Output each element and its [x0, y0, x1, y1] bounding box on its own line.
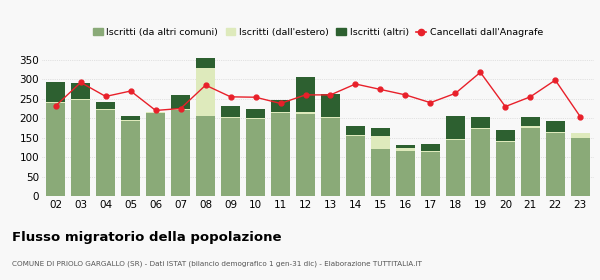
Legend: Iscritti (da altri comuni), Iscritti (dall'estero), Iscritti (altri), Cancellati: Iscritti (da altri comuni), Iscritti (da… [89, 24, 547, 41]
Bar [171, 110, 190, 196]
Cancellati dall'Anagrafe [551, 78, 559, 82]
Bar [421, 152, 440, 196]
Bar [521, 128, 539, 196]
Bar [271, 100, 290, 112]
Bar [571, 133, 590, 138]
Bar [121, 121, 140, 196]
Bar [521, 117, 539, 126]
Bar [371, 136, 390, 149]
Bar [421, 151, 440, 152]
Cancellati dall'Anagrafe [302, 93, 309, 97]
Bar [246, 109, 265, 118]
Bar [121, 116, 140, 120]
Bar [446, 116, 465, 139]
Cancellati dall'Anagrafe [102, 95, 109, 98]
Bar [346, 126, 365, 135]
Bar [246, 118, 265, 119]
Text: COMUNE DI PRIOLO GARGALLO (SR) - Dati ISTAT (bilancio demografico 1 gen-31 dic) : COMUNE DI PRIOLO GARGALLO (SR) - Dati IS… [12, 260, 422, 267]
Bar [146, 113, 165, 196]
Bar [146, 112, 165, 113]
Bar [396, 151, 415, 196]
Cancellati dall'Anagrafe [427, 101, 434, 104]
Cancellati dall'Anagrafe [77, 81, 85, 84]
Bar [346, 136, 365, 196]
Bar [46, 101, 65, 103]
Bar [246, 119, 265, 196]
Bar [171, 109, 190, 110]
Cancellati dall'Anagrafe [352, 82, 359, 86]
Cancellati dall'Anagrafe [202, 83, 209, 87]
Bar [221, 117, 240, 118]
Cancellati dall'Anagrafe [277, 102, 284, 105]
Bar [46, 103, 65, 196]
Bar [571, 138, 590, 196]
Bar [296, 112, 315, 114]
Cancellati dall'Anagrafe [227, 95, 234, 99]
Cancellati dall'Anagrafe [477, 71, 484, 74]
Bar [546, 132, 565, 133]
Bar [296, 114, 315, 196]
Cancellati dall'Anagrafe [402, 93, 409, 97]
Bar [121, 120, 140, 121]
Bar [471, 129, 490, 196]
Bar [371, 128, 390, 136]
Bar [321, 117, 340, 118]
Bar [446, 140, 465, 196]
Bar [346, 135, 365, 136]
Bar [196, 68, 215, 116]
Cancellati dall'Anagrafe [52, 104, 59, 108]
Bar [496, 142, 515, 196]
Bar [46, 82, 65, 102]
Bar [196, 58, 215, 68]
Bar [71, 83, 90, 99]
Bar [221, 106, 240, 117]
Cancellati dall'Anagrafe [252, 95, 259, 99]
Cancellati dall'Anagrafe [502, 105, 509, 108]
Bar [196, 116, 215, 196]
Bar [546, 133, 565, 196]
Bar [471, 128, 490, 129]
Bar [171, 95, 190, 109]
Cancellati dall'Anagrafe [452, 92, 459, 95]
Bar [321, 118, 340, 196]
Cancellati dall'Anagrafe [327, 93, 334, 97]
Bar [271, 113, 290, 196]
Bar [221, 118, 240, 196]
Bar [97, 102, 115, 109]
Bar [71, 99, 90, 100]
Bar [496, 130, 515, 141]
Bar [97, 110, 115, 196]
Cancellati dall'Anagrafe [127, 89, 134, 93]
Bar [546, 121, 565, 132]
Bar [396, 148, 415, 151]
Cancellati dall'Anagrafe [377, 88, 384, 91]
Bar [471, 117, 490, 128]
Bar [296, 77, 315, 112]
Cancellati dall'Anagrafe [527, 95, 534, 99]
Bar [271, 112, 290, 113]
Line: Cancellati dall'Anagrafe: Cancellati dall'Anagrafe [53, 70, 583, 119]
Bar [421, 144, 440, 151]
Bar [97, 109, 115, 110]
Cancellati dall'Anagrafe [577, 115, 584, 118]
Bar [496, 141, 515, 142]
Cancellati dall'Anagrafe [177, 107, 184, 110]
Text: Flusso migratorio della popolazione: Flusso migratorio della popolazione [12, 231, 281, 244]
Bar [396, 145, 415, 148]
Bar [371, 149, 390, 196]
Bar [321, 95, 340, 117]
Cancellati dall'Anagrafe [152, 109, 159, 112]
Bar [521, 126, 539, 128]
Bar [71, 100, 90, 196]
Bar [446, 139, 465, 140]
